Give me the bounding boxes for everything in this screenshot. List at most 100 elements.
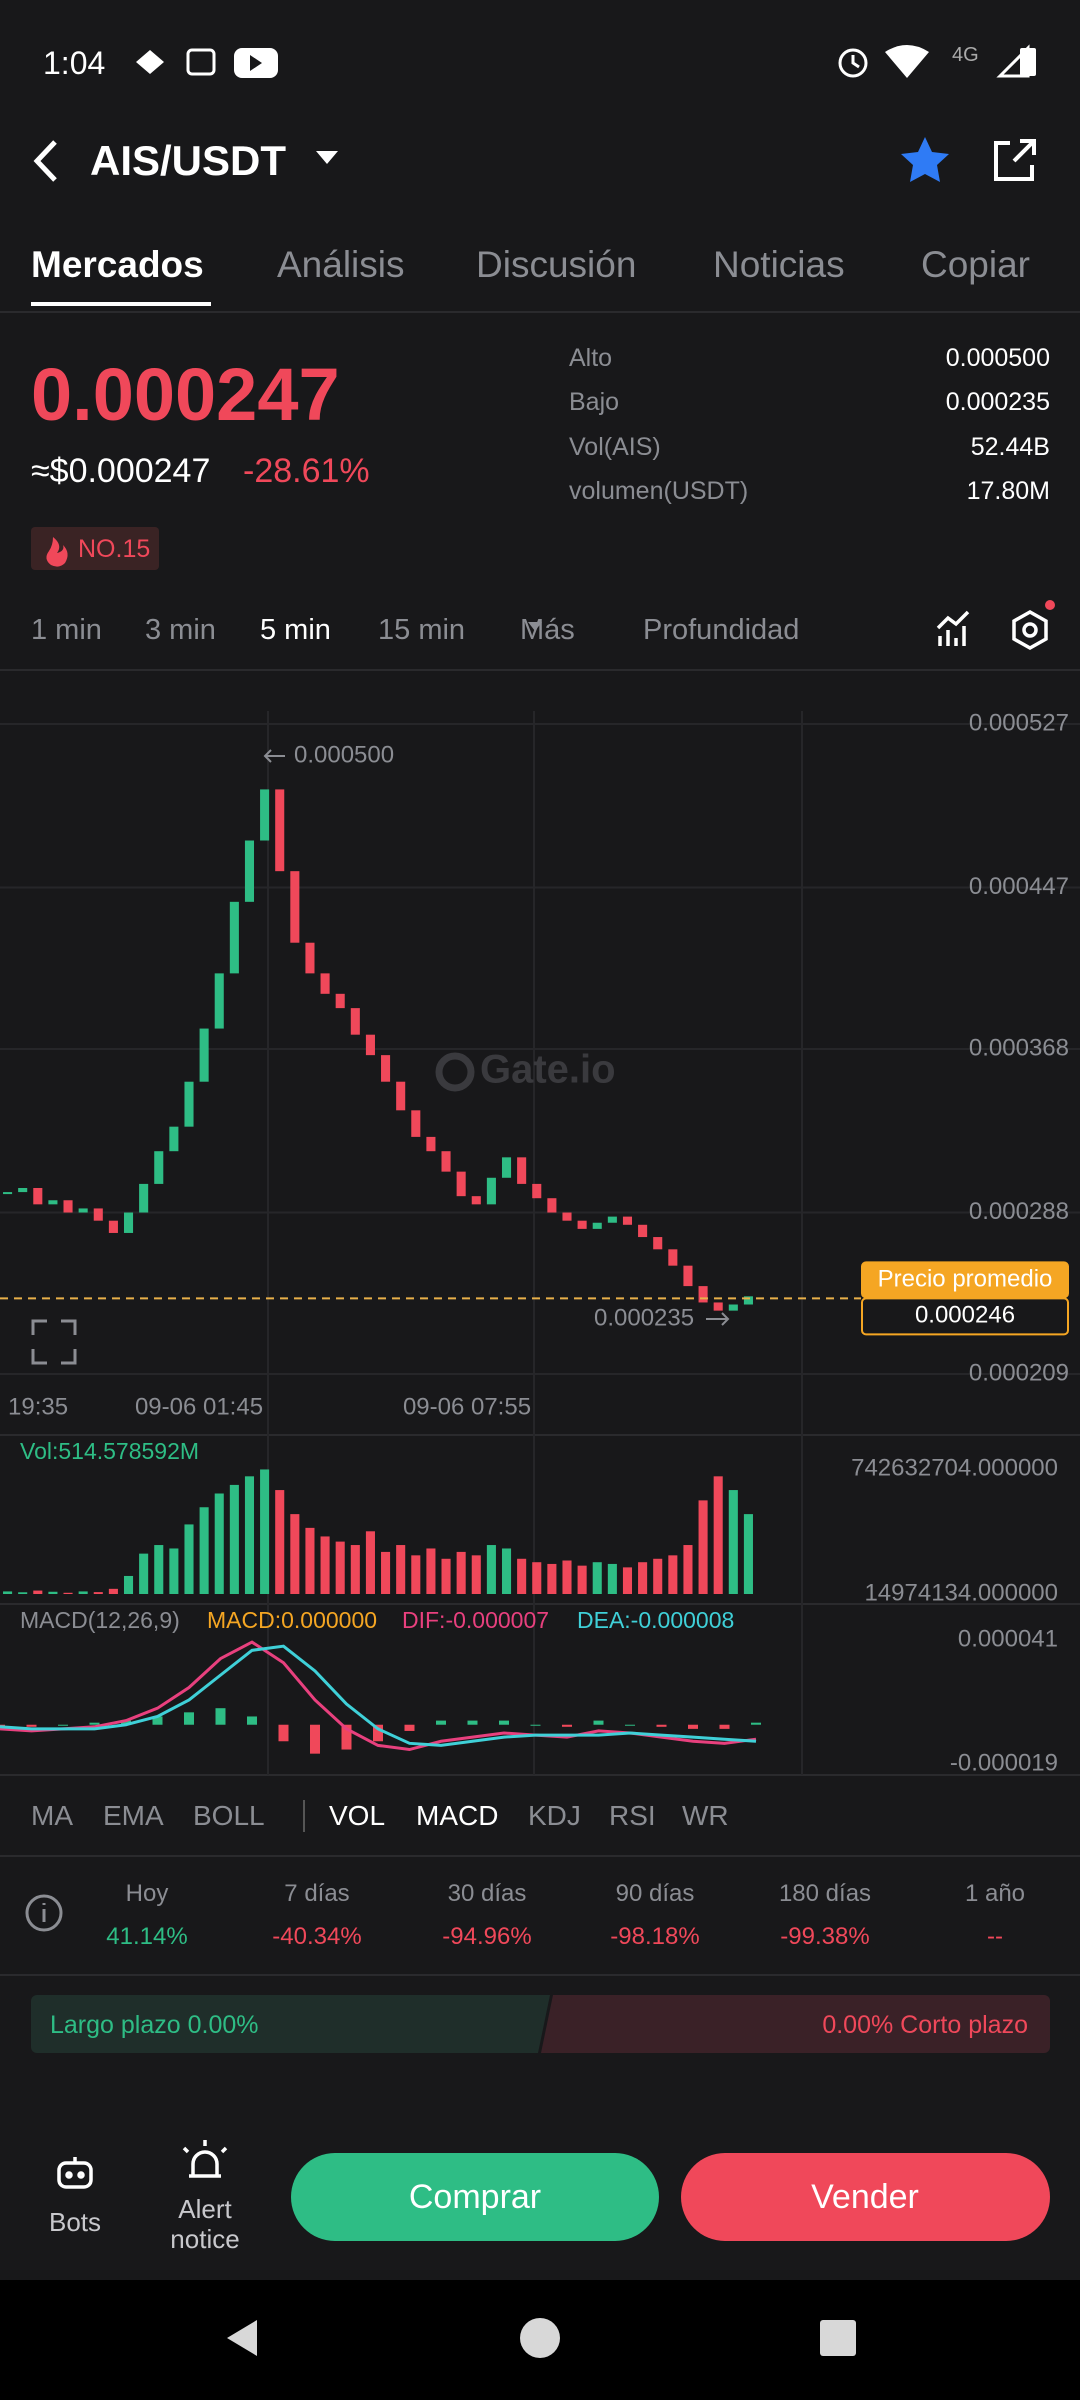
y-tick-label: -0.000019 xyxy=(950,1749,1058,1776)
period-change: -94.96% xyxy=(442,1922,532,1950)
legend-entry: DIF:-0.000007 xyxy=(402,1607,549,1633)
candle xyxy=(154,1151,164,1184)
tab[interactable]: Noticias xyxy=(713,243,845,285)
y-tick-label: 0.000209 xyxy=(969,1359,1069,1386)
candle xyxy=(728,1304,738,1311)
candle xyxy=(350,1008,360,1035)
indicator-tab[interactable]: VOL xyxy=(329,1800,386,1832)
indicator-tab[interactable]: KDJ xyxy=(528,1800,581,1832)
candle xyxy=(18,1187,28,1193)
macd-bar xyxy=(625,1724,635,1726)
volume-bar xyxy=(320,1536,330,1594)
macd-bar xyxy=(467,1720,478,1725)
candle xyxy=(698,1286,708,1303)
volume-bar xyxy=(350,1545,360,1594)
info-icon[interactable] xyxy=(25,1894,63,1932)
back-icon[interactable] xyxy=(33,140,57,182)
indicator-tab[interactable]: BOLL xyxy=(193,1800,265,1832)
alert-label[interactable]: Alert notice xyxy=(170,2194,240,2254)
volume-bar xyxy=(683,1545,693,1594)
period-label: 1 año xyxy=(964,1879,1026,1907)
indicator-tab[interactable]: EMA xyxy=(103,1800,164,1832)
sell-label[interactable]: Vender xyxy=(811,2177,919,2216)
stat-label: Alto xyxy=(569,344,613,372)
candle xyxy=(381,1055,391,1082)
period-change: -99.38% xyxy=(780,1922,870,1950)
tab-underline xyxy=(31,302,211,306)
indicator-icon[interactable] xyxy=(936,610,970,646)
candle xyxy=(78,1208,88,1213)
candle xyxy=(184,1081,194,1127)
period-label: 90 días xyxy=(615,1879,695,1907)
interval[interactable]: 3 min xyxy=(145,613,216,646)
nav-back[interactable] xyxy=(227,2320,257,2356)
interval[interactable]: 15 min xyxy=(378,613,466,646)
candle xyxy=(743,1296,753,1305)
period-label: 180 días xyxy=(778,1879,872,1907)
average-box-top xyxy=(861,1261,1069,1299)
interval[interactable]: 1 min xyxy=(31,613,102,646)
candle xyxy=(668,1249,678,1266)
candle xyxy=(713,1302,723,1311)
stat-value: 0.000500 xyxy=(945,344,1050,372)
network-type: 4G xyxy=(952,44,979,66)
candle xyxy=(456,1171,466,1197)
tab[interactable]: Mercados xyxy=(31,243,204,285)
candle xyxy=(93,1208,103,1221)
more-dropdown-icon[interactable] xyxy=(528,622,542,631)
volume-bar xyxy=(486,1545,496,1594)
tab[interactable]: Copiar xyxy=(921,243,1030,285)
indicator-tab[interactable]: MACD xyxy=(416,1800,499,1832)
nav-home[interactable] xyxy=(520,2318,560,2358)
volume-bar xyxy=(260,1469,270,1594)
volume-bar xyxy=(547,1563,557,1594)
volume-bar xyxy=(532,1562,542,1594)
volume-bar xyxy=(622,1567,633,1594)
expand-icon[interactable] xyxy=(31,1319,77,1365)
indicator-tab[interactable]: MA xyxy=(31,1800,73,1832)
candle xyxy=(396,1081,406,1111)
candle xyxy=(622,1216,633,1225)
volume-bar xyxy=(108,1588,118,1594)
interval[interactable]: Profundidad xyxy=(643,613,800,646)
tab[interactable]: Discusión xyxy=(476,243,637,285)
tab[interactable]: Análisis xyxy=(277,243,405,285)
candle xyxy=(229,901,239,974)
macd-bar xyxy=(26,1724,37,1727)
buy-button[interactable] xyxy=(291,2153,659,2241)
bots-icon[interactable] xyxy=(57,2157,93,2189)
indicator-tab[interactable]: WR xyxy=(682,1800,729,1832)
sell-button[interactable] xyxy=(681,2153,1050,2241)
volume-bar xyxy=(48,1591,58,1594)
average-label: Precio promedio xyxy=(878,1266,1053,1293)
volume-bar xyxy=(169,1548,179,1594)
macd-bar xyxy=(719,1724,730,1729)
status-time: 1:04 xyxy=(43,44,106,81)
indicator-tab[interactable]: RSI xyxy=(609,1800,656,1832)
macd-bar xyxy=(310,1724,320,1754)
volume-bar xyxy=(713,1476,723,1594)
macd-bar xyxy=(593,1720,604,1725)
bots-label[interactable]: Bots xyxy=(48,2207,102,2238)
volume-bar xyxy=(305,1527,315,1594)
stat-label: volumen(USDT) xyxy=(569,477,749,505)
pair-title[interactable]: AIS/USDT xyxy=(90,136,287,184)
candle xyxy=(547,1198,557,1213)
buy-label[interactable]: Comprar xyxy=(408,2177,542,2216)
dropdown-icon[interactable] xyxy=(316,151,338,164)
candle xyxy=(320,973,330,994)
favorite-icon[interactable] xyxy=(901,137,949,182)
macd-bar xyxy=(436,1720,446,1725)
nav-recents[interactable] xyxy=(820,2320,856,2356)
candle xyxy=(577,1220,587,1229)
stat-value: 17.80M xyxy=(966,477,1050,505)
candle xyxy=(411,1110,421,1137)
settings-icon[interactable] xyxy=(1012,609,1048,651)
macd-bar xyxy=(404,1724,415,1731)
interval[interactable]: Más xyxy=(520,613,575,646)
volume-bar xyxy=(275,1490,285,1594)
alert-icon[interactable] xyxy=(182,2140,228,2178)
share-icon[interactable] xyxy=(994,139,1036,181)
period-label: 7 días xyxy=(284,1879,350,1907)
interval[interactable]: 5 min xyxy=(260,613,331,646)
